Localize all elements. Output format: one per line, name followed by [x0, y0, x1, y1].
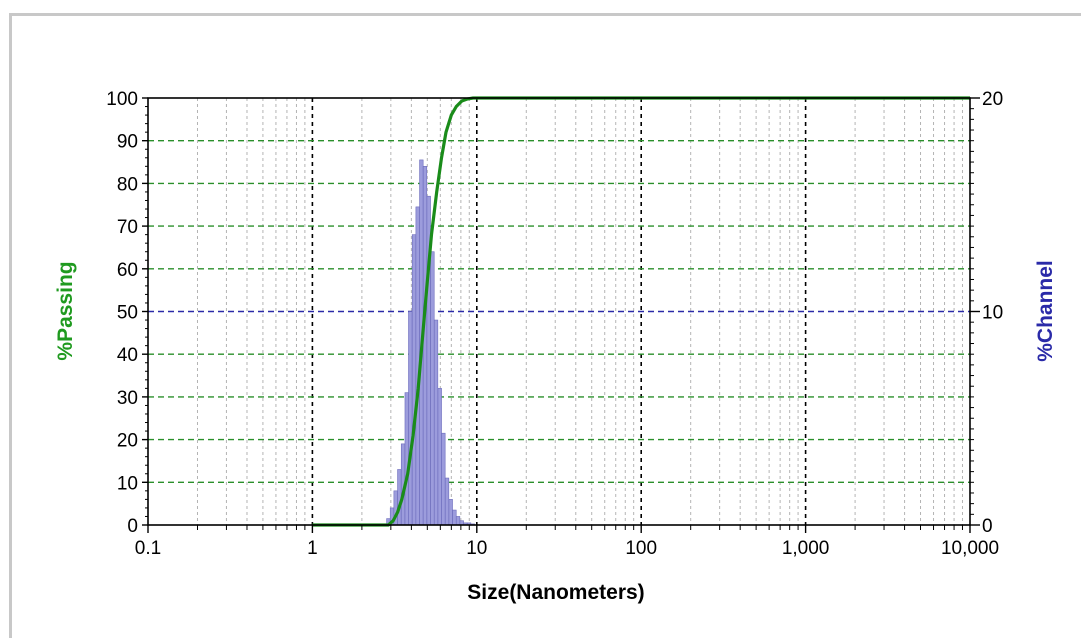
- y-left-tick-label: 30: [117, 388, 138, 409]
- x-tick-label: 1: [307, 538, 318, 559]
- channel-bar: [455, 516, 461, 526]
- channel-bar: [433, 319, 439, 526]
- axes: [142, 97, 980, 533]
- x-axis-title: Size(Nanometers): [467, 581, 644, 604]
- passing-line-group: [312, 96, 970, 527]
- y-left-tick-label: 60: [117, 260, 138, 281]
- channel-bar: [422, 166, 428, 526]
- y-left-tick-label: 100: [106, 89, 138, 110]
- y-left-tick-label: 90: [117, 132, 138, 153]
- channel-bar: [404, 392, 409, 526]
- y-left-tick-label: 80: [117, 174, 138, 195]
- channel-bar: [452, 509, 457, 526]
- y-right-tick-label: 20: [982, 89, 1003, 110]
- channel-bars: [386, 159, 475, 526]
- y-left-tick-label: 70: [117, 217, 138, 238]
- y-right-tick-label: 0: [982, 516, 993, 537]
- channel-bar: [444, 477, 450, 526]
- x-tick-label: 10,000: [941, 538, 999, 559]
- grid: [148, 98, 970, 525]
- passing-line: [312, 96, 970, 527]
- y-left-tick-label: 50: [117, 303, 138, 324]
- channel-bar: [437, 388, 442, 526]
- y-left-tick-label: 0: [127, 516, 138, 537]
- y-left-tick-label: 10: [117, 473, 138, 494]
- channel-bar: [411, 234, 417, 526]
- channel-bar: [441, 432, 446, 526]
- y-left-tick-label: 40: [117, 345, 138, 366]
- tick-labels: 0 10 20 30 40 50 60 70 80 90 100 0 10 20 0.1 1 10 100 1,00…: [106, 89, 1003, 559]
- channel-bar: [397, 469, 402, 526]
- channel-bar: [430, 251, 435, 526]
- left-axis-title: %Passing: [54, 261, 77, 360]
- x-tick-label: 10: [466, 538, 487, 559]
- x-tick-label: 1,000: [782, 538, 830, 559]
- channel-bar: [408, 311, 413, 526]
- channel-bar: [448, 499, 453, 526]
- x-tick-label: 100: [625, 538, 657, 559]
- chart-frame: [9, 13, 1081, 638]
- x-tick-label: 0.1: [135, 538, 161, 559]
- right-axis-title: %Channel: [1034, 260, 1057, 362]
- y-left-tick-label: 20: [117, 431, 138, 452]
- y-right-tick-label: 10: [982, 303, 1003, 324]
